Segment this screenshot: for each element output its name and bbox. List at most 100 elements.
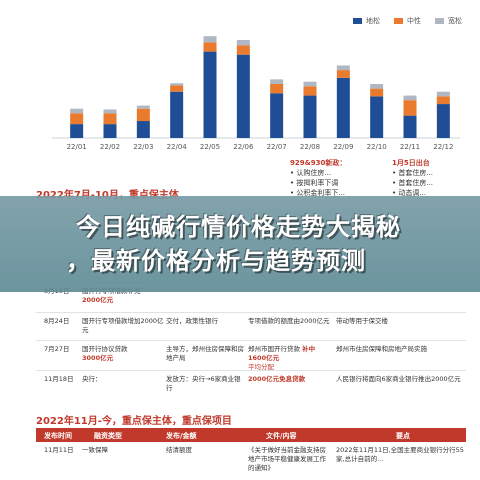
row-cell-c-red: 补中1600亿元 [248, 345, 316, 362]
bar-segment-地松-22/05 [203, 51, 217, 138]
section2-title: 2022年11月-今，重点保主体，重点保项目 [36, 416, 232, 427]
x-tick-label: 22/09 [333, 143, 353, 151]
legend-swatch [394, 18, 403, 24]
bar-segment-中性-22/08 [303, 86, 317, 96]
annotation-right-item: • 首套住房... [392, 179, 434, 187]
bar-segment-中性-22/02 [103, 113, 117, 125]
bar-segment-宽松-22/10 [370, 84, 384, 89]
row-cell-b: 主导方，郑州住房保障和房地产局 [166, 345, 244, 362]
bar-segment-地松-22/01 [70, 124, 84, 138]
annotation-right-item: • 动态调... [392, 189, 427, 197]
legend-swatch [435, 18, 444, 24]
x-tick-label: 22/10 [367, 143, 387, 151]
bar-segment-中性-22/12 [436, 96, 450, 105]
legend-item-2: 宽松 [435, 16, 462, 26]
x-tick-label: 22/08 [300, 143, 320, 151]
bar-segment-中性-22/03 [136, 108, 150, 122]
row-cell-b: 交付，政策性银行 [166, 317, 218, 325]
legend-swatch [353, 18, 362, 24]
chart-svg: 22/01 22/02 22/03 22/04 22/05 22/06 22/07 22/08… [52, 36, 460, 151]
table-row: 11月18日 央行： 发放方：央行→6家商业银行 2000亿元免息贷款 人民银行… [36, 370, 466, 400]
header-a: 融资类型 [94, 432, 122, 440]
header-d: 要点 [396, 432, 410, 440]
bar-segment-宽松-22/04 [170, 83, 184, 86]
bar-segment-宽松-22/01 [70, 108, 84, 114]
annotation-strip: 929&930新政： • 认购住房... • 按揭利率下调 • 公积金利率下..… [0, 156, 480, 201]
annotation-right-item: • 首套住房... [392, 169, 434, 177]
chart-legend: 地松 中性 宽松 [353, 16, 462, 26]
x-tick-label: 22/05 [200, 143, 220, 151]
header-b: 发布/金额 [166, 432, 197, 440]
row-cell-b: 结清额度 [166, 446, 192, 454]
bar-segment-宽松-22/05 [203, 36, 217, 43]
x-tick-label: 22/01 [67, 143, 87, 151]
row-cell-c-text: 郑州市国开行贷款 [248, 345, 300, 353]
row-date: 8月24日 [44, 317, 70, 325]
row-date: 11月11日 [44, 446, 74, 454]
bar-segment-地松-22/09 [336, 77, 350, 138]
bar-segment-宽松-22/08 [303, 81, 317, 87]
annotation-right-title: 1月5日出台 [392, 159, 430, 167]
x-tick-label: 22/11 [400, 143, 420, 151]
bar-segment-中性-22/05 [203, 42, 217, 52]
annotation-right: 1月5日出台 • 首套住房... • 首套住房... • 动态调... [392, 158, 433, 198]
bar-segment-中性-22/07 [270, 84, 284, 94]
annotation-left-item: • 认购住房... [290, 169, 332, 177]
legend-label: 中性 [407, 17, 421, 25]
bar-segment-中性-22/09 [336, 70, 350, 78]
annotation-left-item: • 按揭利率下调 [290, 179, 339, 187]
section1-title: 2022年7月-10月，重点保主体 [36, 186, 179, 201]
headline-line-2: ，最新价格分析与趋势预测 [66, 247, 366, 275]
bar-segment-地松-22/03 [136, 121, 150, 138]
row-cell-a: 国开行协议贷款 3000亿元 [82, 345, 164, 363]
row-cell-b: 发放方：央行→6家商业银行 [166, 375, 241, 392]
row-cell-d: 郑州市住房保障和房地产局实施 [336, 345, 427, 353]
x-tick-label: 22/12 [433, 143, 453, 151]
header-c: 文件/内容 [266, 432, 297, 440]
bar-segment-地松-22/11 [403, 115, 417, 138]
x-tick-label: 22/06 [233, 143, 254, 151]
bar-segment-中性-22/01 [70, 113, 84, 125]
header-date: 发布时间 [44, 432, 72, 440]
legend-label: 地松 [366, 17, 380, 25]
x-tick-label: 22/07 [267, 143, 287, 151]
annotation-left: 929&930新政： • 认购住房... • 按揭利率下调 • 公积金利率下..… [290, 158, 346, 198]
bar-segment-地松-22/07 [270, 93, 284, 138]
table-row: 11月11日 一致保障 结清额度 《关于做好当前金融支持房地产市场平稳健康发展工… [36, 442, 466, 480]
row-cell-a: 央行： [82, 375, 102, 383]
row-cell-c-red2: 平均分配 [248, 363, 274, 371]
row-cell-a: 一致保障 [82, 446, 108, 454]
bar-segment-宽松-22/02 [103, 109, 117, 114]
bar-segment-地松-22/08 [303, 95, 317, 138]
annotation-left-item: • 公积金利率下... [290, 189, 346, 197]
row-cell-a-red: 2000亿元 [82, 296, 114, 304]
row-cell-c: 2000亿元免息贷款 [248, 375, 306, 383]
legend-item-1: 中性 [394, 16, 421, 26]
x-tick-label: 22/02 [100, 143, 120, 151]
row-cell-d: 带动等用于保交楼 [336, 317, 388, 325]
row-cell-c: 《关于做好当前金融支持房地产市场平稳健康发展工作的通知》 [248, 446, 326, 472]
row-date: 11月18日 [44, 375, 74, 383]
legend-label: 宽松 [448, 17, 462, 25]
bar-segment-地松-22/02 [103, 124, 117, 138]
table2-header: 发布时间 融资类型 发布/金额 文件/内容 要点 [36, 428, 466, 442]
bar-segment-地松-22/10 [370, 96, 384, 138]
row-cell-d: 人民银行将面向6家商业银行推出2000亿元 [336, 375, 461, 383]
bar-segment-中性-22/11 [403, 100, 417, 116]
stacked-bar-chart: 地松 中性 宽松 22/01 22/02 22/03 22/04 22/05 22/06 2… [0, 0, 480, 160]
bar-segment-宽松-22/07 [270, 79, 284, 84]
bar-segment-宽松-22/06 [236, 40, 250, 46]
row-cell-c: 郑州市国开行贷款 补中1600亿元 平均分配 [248, 345, 332, 372]
bar-segment-宽松-22/11 [403, 95, 417, 101]
row-cell-a-red: 3000亿元 [82, 354, 114, 362]
x-tick-label: 22/03 [133, 143, 153, 151]
bar-segment-地松-22/06 [236, 54, 250, 138]
row-cell-c: 专项借款的额度由2000亿元 [248, 317, 330, 325]
table-row: 7月27日 国开行协议贷款 3000亿元 主导方，郑州住房保障和房地产局 郑州市… [36, 340, 466, 372]
row-cell-a: 国开行专项借款增加2000亿元 [82, 317, 164, 334]
bar-segment-宽松-22/09 [336, 65, 350, 71]
legend-item-0: 地松 [353, 16, 380, 26]
headline-banner: 今日纯碱行情价格走势大揭秘 ，最新价格分析与趋势预测 [0, 196, 480, 292]
x-tick-label: 22/04 [167, 143, 188, 151]
